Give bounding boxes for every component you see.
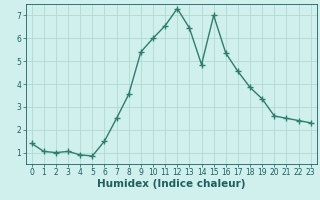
X-axis label: Humidex (Indice chaleur): Humidex (Indice chaleur) (97, 179, 245, 189)
